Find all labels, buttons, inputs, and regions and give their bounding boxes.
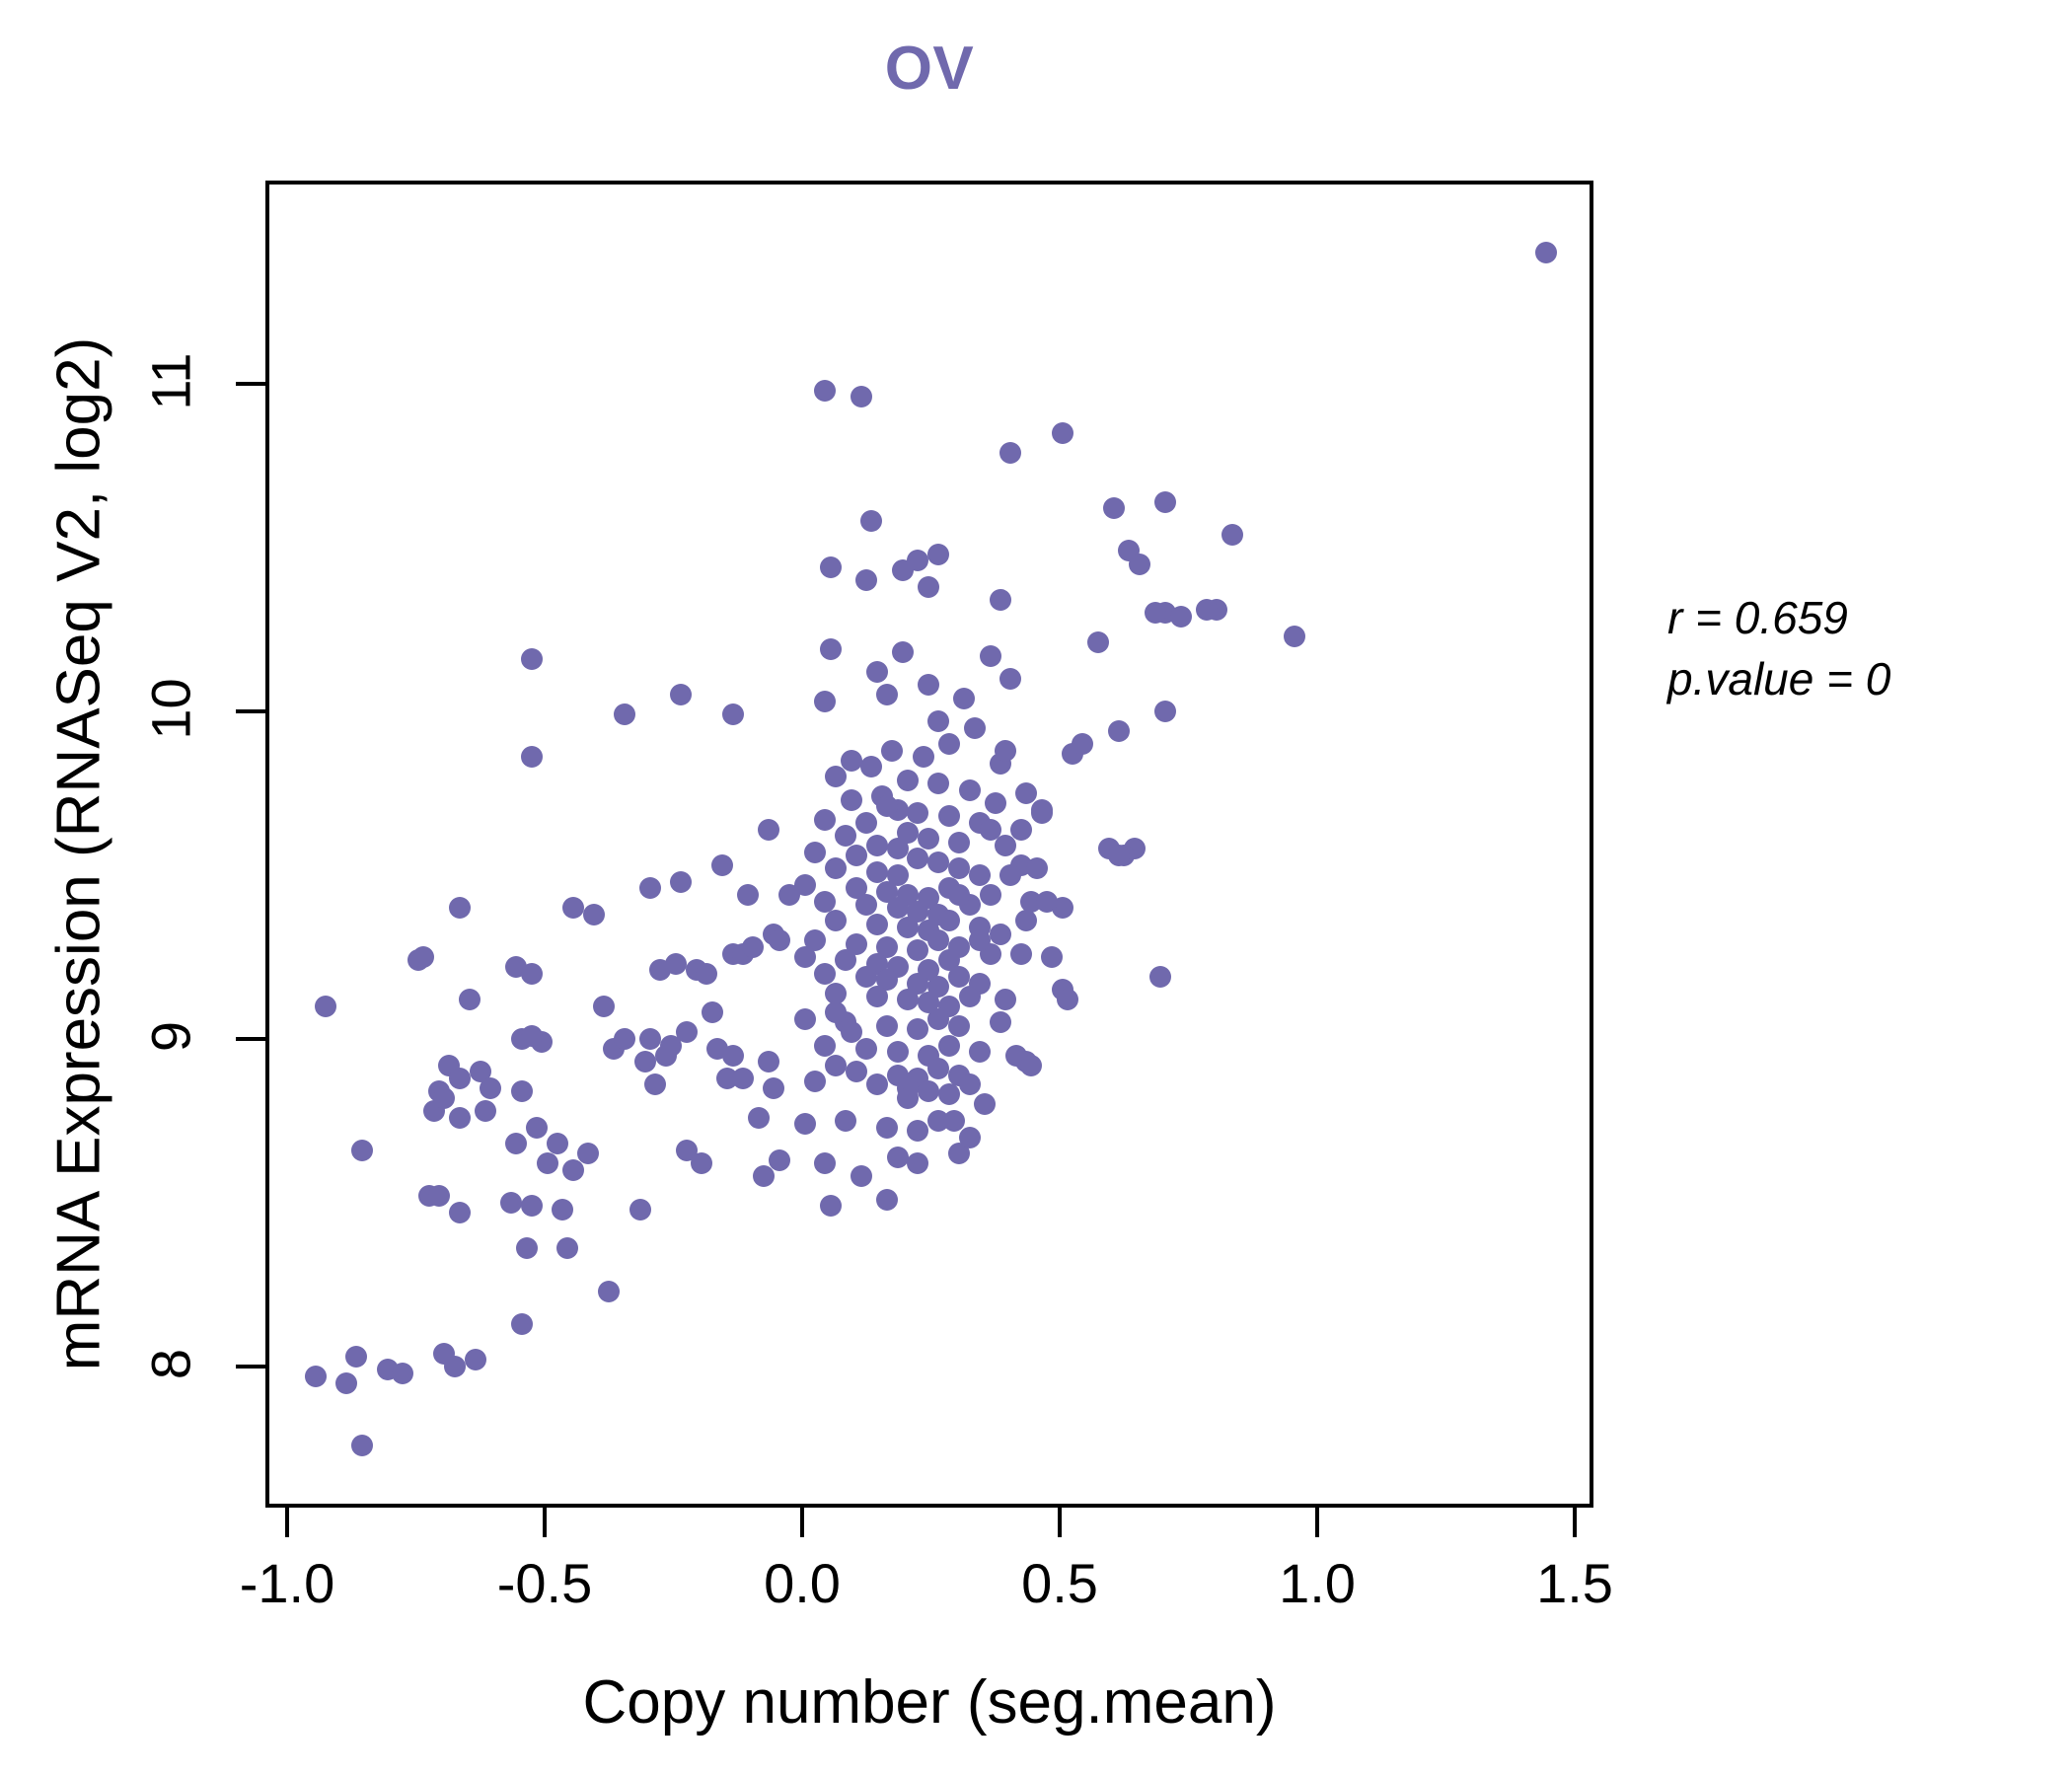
x-tick-label: -0.5 xyxy=(496,1552,593,1614)
x-tick-label: 1.0 xyxy=(1279,1552,1356,1614)
x-tick-mark xyxy=(285,1508,289,1537)
x-tick-label: 1.5 xyxy=(1536,1552,1613,1614)
x-tick-mark xyxy=(1573,1508,1577,1537)
y-tick-mark xyxy=(236,382,265,386)
pvalue-value: p.value = 0 xyxy=(1667,652,1891,704)
x-tick-mark xyxy=(543,1508,547,1537)
plot-panel-frame xyxy=(265,181,1593,1508)
x-tick-label: 0.5 xyxy=(1021,1552,1098,1614)
y-tick-label: 9 xyxy=(139,1020,202,1053)
y-axis-title: mRNA Expression (RNASeq V2, log2) xyxy=(44,336,113,1371)
statistics-annotation: r = 0.659 p.value = 0 xyxy=(1667,588,1890,709)
y-tick-label: 8 xyxy=(139,1348,202,1380)
x-tick-label: -1.0 xyxy=(239,1552,335,1614)
y-tick-mark xyxy=(236,1037,265,1041)
y-tick-mark xyxy=(236,709,265,713)
x-tick-mark xyxy=(800,1508,804,1537)
correlation-value: r = 0.659 xyxy=(1667,592,1848,643)
y-tick-mark xyxy=(236,1365,265,1369)
x-tick-label: 0.0 xyxy=(764,1552,841,1614)
x-tick-mark xyxy=(1315,1508,1319,1537)
x-tick-mark xyxy=(1058,1508,1062,1537)
page-title: OV xyxy=(884,35,975,103)
y-tick-label: 10 xyxy=(139,678,202,740)
x-axis-title: Copy number (seg.mean) xyxy=(582,1668,1277,1737)
y-tick-label: 11 xyxy=(139,352,202,410)
